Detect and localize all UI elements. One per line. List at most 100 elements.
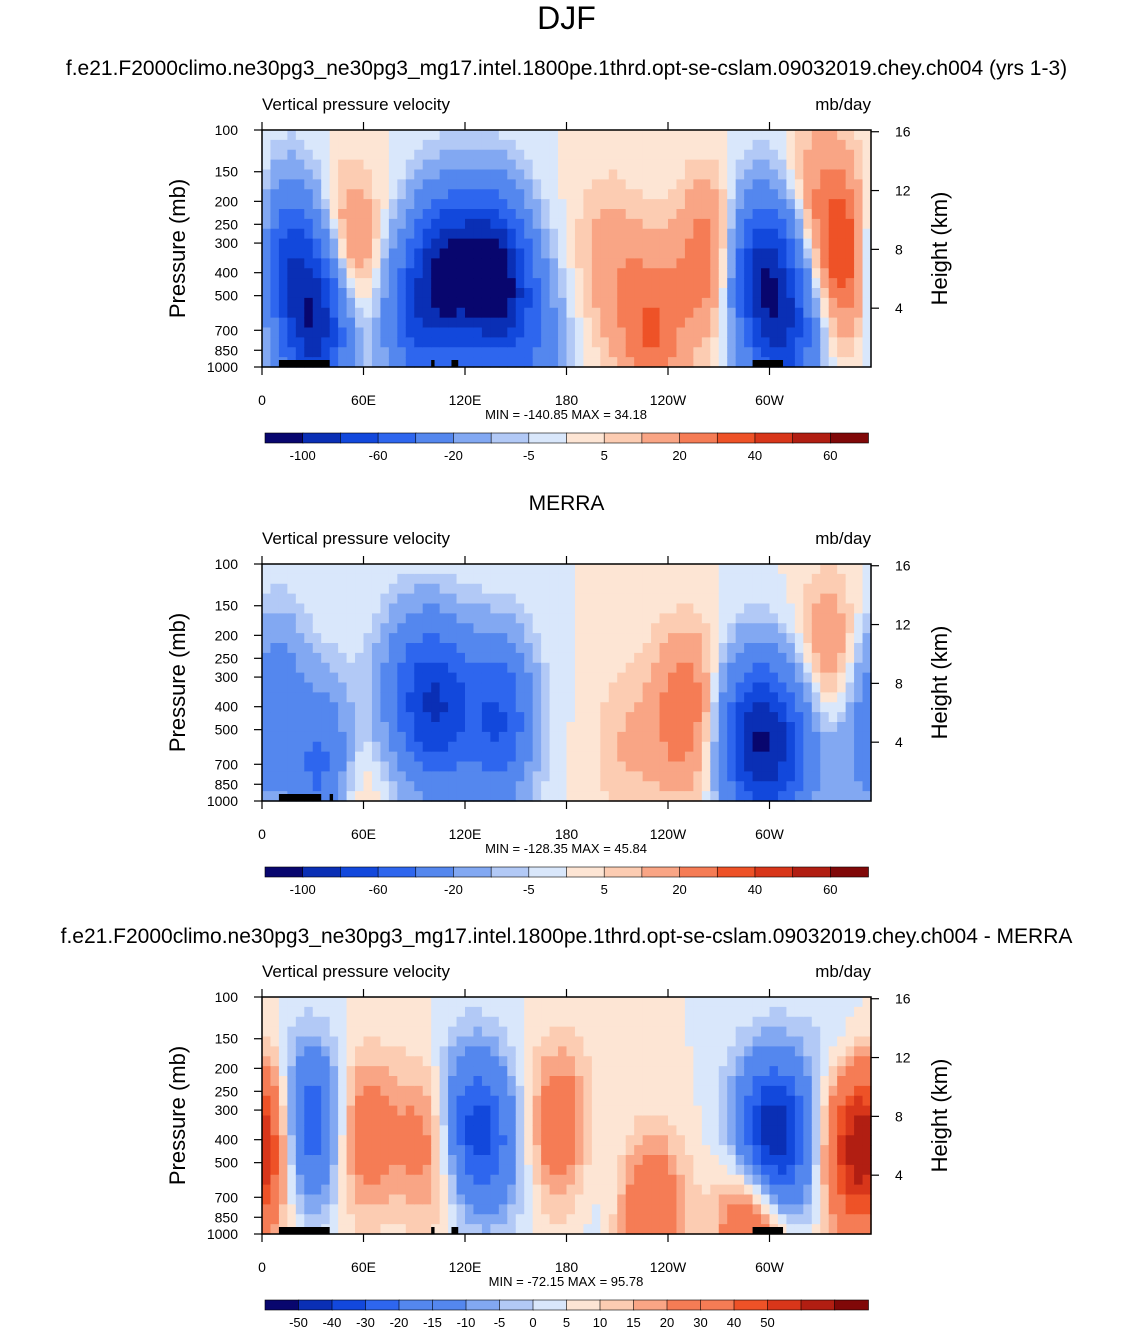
field-cell bbox=[422, 1214, 432, 1225]
field-cell bbox=[811, 751, 821, 763]
field-cell bbox=[558, 268, 568, 279]
field-cell bbox=[693, 1145, 703, 1156]
field-cell bbox=[642, 149, 652, 161]
field-cell bbox=[710, 278, 720, 289]
field-cell bbox=[777, 791, 788, 802]
field-cell bbox=[676, 672, 686, 684]
field-cell bbox=[794, 149, 804, 161]
field-cell bbox=[752, 288, 762, 299]
field-cell bbox=[718, 1224, 728, 1235]
field-cell bbox=[346, 583, 356, 595]
field-cell bbox=[541, 1016, 551, 1028]
field-cell bbox=[304, 278, 314, 289]
field-cell bbox=[651, 238, 661, 250]
field-cell bbox=[448, 347, 458, 358]
field-cell bbox=[507, 633, 517, 644]
field-cell bbox=[549, 228, 559, 240]
field-cell bbox=[854, 139, 864, 151]
field-cell bbox=[591, 149, 601, 161]
field-cell bbox=[668, 238, 678, 250]
field-cell bbox=[380, 692, 390, 703]
field-cell bbox=[845, 712, 855, 723]
field-cell bbox=[329, 248, 339, 259]
field-cell bbox=[371, 761, 382, 772]
field-cell bbox=[634, 189, 644, 200]
field-cell bbox=[744, 189, 754, 200]
field-cell bbox=[431, 317, 441, 329]
field-cell bbox=[549, 1105, 559, 1117]
field-cell bbox=[515, 199, 525, 210]
field-cell bbox=[363, 1214, 373, 1225]
field-cell bbox=[524, 238, 534, 250]
field-cell bbox=[355, 199, 365, 210]
field-cell bbox=[693, 317, 703, 329]
field-cell bbox=[422, 307, 432, 319]
field-cell bbox=[355, 1125, 365, 1136]
field-cell bbox=[431, 672, 441, 684]
field-cell bbox=[668, 692, 678, 703]
field-cell bbox=[820, 662, 830, 674]
field-cell bbox=[625, 228, 635, 240]
field-cell bbox=[329, 1026, 339, 1038]
field-cell bbox=[321, 1194, 331, 1205]
field-cell bbox=[388, 573, 398, 585]
field-cell bbox=[270, 307, 280, 319]
field-cell bbox=[278, 199, 288, 210]
field-cell bbox=[498, 1125, 508, 1136]
field-cell bbox=[498, 583, 508, 595]
field-cell bbox=[693, 1036, 703, 1047]
field-cell bbox=[490, 1145, 500, 1156]
field-cell bbox=[321, 307, 331, 319]
field-cell bbox=[380, 613, 390, 624]
field-cell bbox=[338, 1194, 348, 1205]
field-cell bbox=[854, 317, 864, 329]
field-cell bbox=[414, 643, 424, 654]
field-cell bbox=[262, 248, 272, 259]
field-cell bbox=[346, 1076, 356, 1087]
field-cell bbox=[278, 297, 288, 309]
field-cell bbox=[363, 583, 373, 595]
field-cell bbox=[625, 1016, 635, 1028]
field-cell bbox=[448, 1085, 458, 1097]
field-cell bbox=[608, 662, 618, 674]
field-cell bbox=[676, 1194, 686, 1205]
field-cell bbox=[465, 751, 475, 763]
field-cell bbox=[752, 130, 762, 141]
field-cell bbox=[498, 139, 508, 151]
field-cell bbox=[422, 761, 432, 772]
field-cell bbox=[541, 209, 551, 220]
field-cell bbox=[676, 662, 686, 674]
field-cell bbox=[642, 1125, 652, 1136]
field-cell bbox=[591, 248, 601, 259]
field-cell bbox=[295, 1095, 305, 1107]
field-cell bbox=[727, 347, 737, 358]
field-cell bbox=[321, 662, 331, 674]
field-cell bbox=[600, 307, 610, 319]
field-cell bbox=[769, 189, 779, 200]
field-cell bbox=[727, 751, 737, 763]
field-cell bbox=[439, 317, 449, 329]
field-cell bbox=[786, 337, 796, 348]
field-cell bbox=[414, 1066, 424, 1077]
field-cell bbox=[566, 189, 576, 200]
field-cell bbox=[388, 317, 398, 329]
field-cell bbox=[465, 130, 475, 141]
field-cell bbox=[507, 712, 517, 723]
field-cell bbox=[363, 1056, 373, 1067]
colorbar-label: -20 bbox=[444, 448, 463, 463]
field-cell bbox=[414, 130, 424, 141]
field-cell bbox=[693, 593, 703, 605]
field-cell bbox=[490, 741, 500, 753]
field-cell bbox=[761, 603, 771, 614]
field-cell bbox=[287, 741, 297, 753]
field-cell bbox=[786, 327, 796, 338]
field-cell bbox=[498, 1046, 508, 1057]
colorbar-box bbox=[566, 432, 605, 444]
field-cell bbox=[803, 722, 813, 733]
field-cell bbox=[515, 751, 525, 763]
field-cell bbox=[532, 1036, 542, 1047]
y2-axis-label: Height (km) bbox=[927, 626, 952, 740]
field-cell bbox=[600, 1194, 610, 1205]
field-cell bbox=[262, 1026, 272, 1038]
field-cell bbox=[498, 1194, 508, 1205]
